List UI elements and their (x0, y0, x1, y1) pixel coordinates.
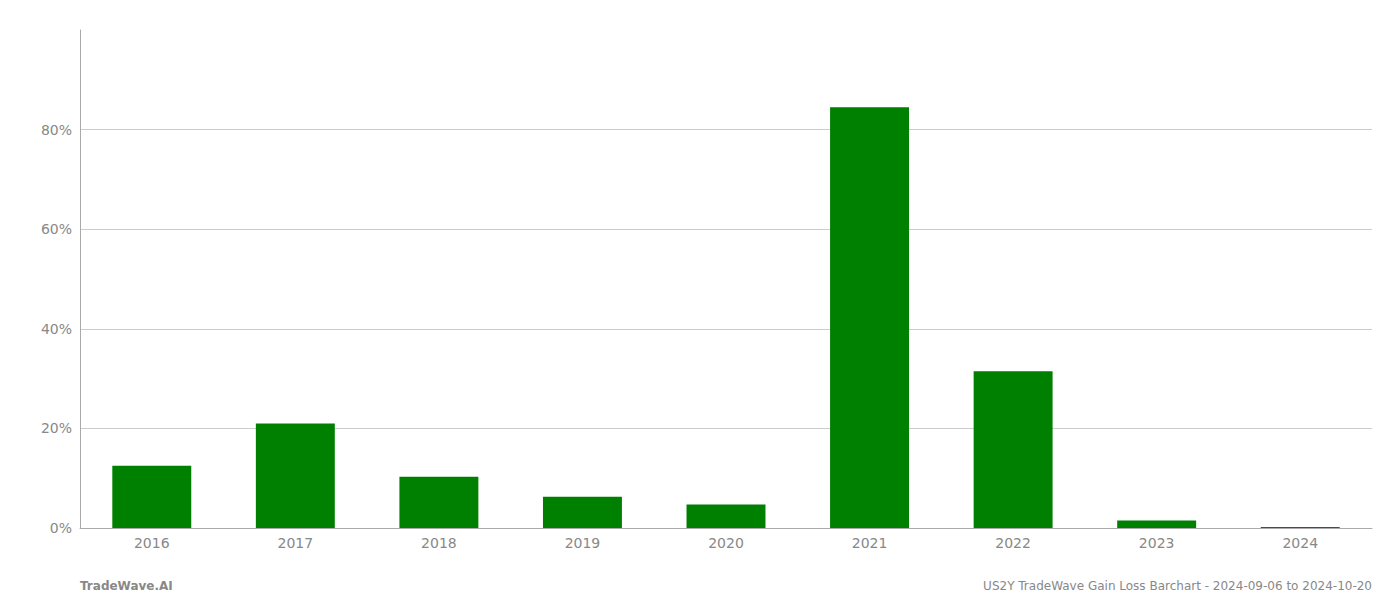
svg-text:2023: 2023 (1139, 535, 1175, 551)
svg-text:40%: 40% (41, 321, 72, 337)
svg-text:0%: 0% (50, 520, 72, 536)
svg-text:2022: 2022 (995, 535, 1031, 551)
svg-text:2017: 2017 (278, 535, 314, 551)
svg-text:60%: 60% (41, 221, 72, 237)
svg-text:20%: 20% (41, 420, 72, 436)
svg-text:80%: 80% (41, 122, 72, 138)
svg-text:2021: 2021 (852, 535, 888, 551)
svg-text:2024: 2024 (1282, 535, 1318, 551)
svg-text:2020: 2020 (708, 535, 744, 551)
svg-text:TradeWave.AI: TradeWave.AI (80, 579, 173, 593)
svg-text:US2Y TradeWave Gain Loss Barch: US2Y TradeWave Gain Loss Barchart - 2024… (983, 579, 1372, 593)
svg-text:2019: 2019 (565, 535, 601, 551)
svg-text:2018: 2018 (421, 535, 457, 551)
svg-text:2016: 2016 (134, 535, 170, 551)
